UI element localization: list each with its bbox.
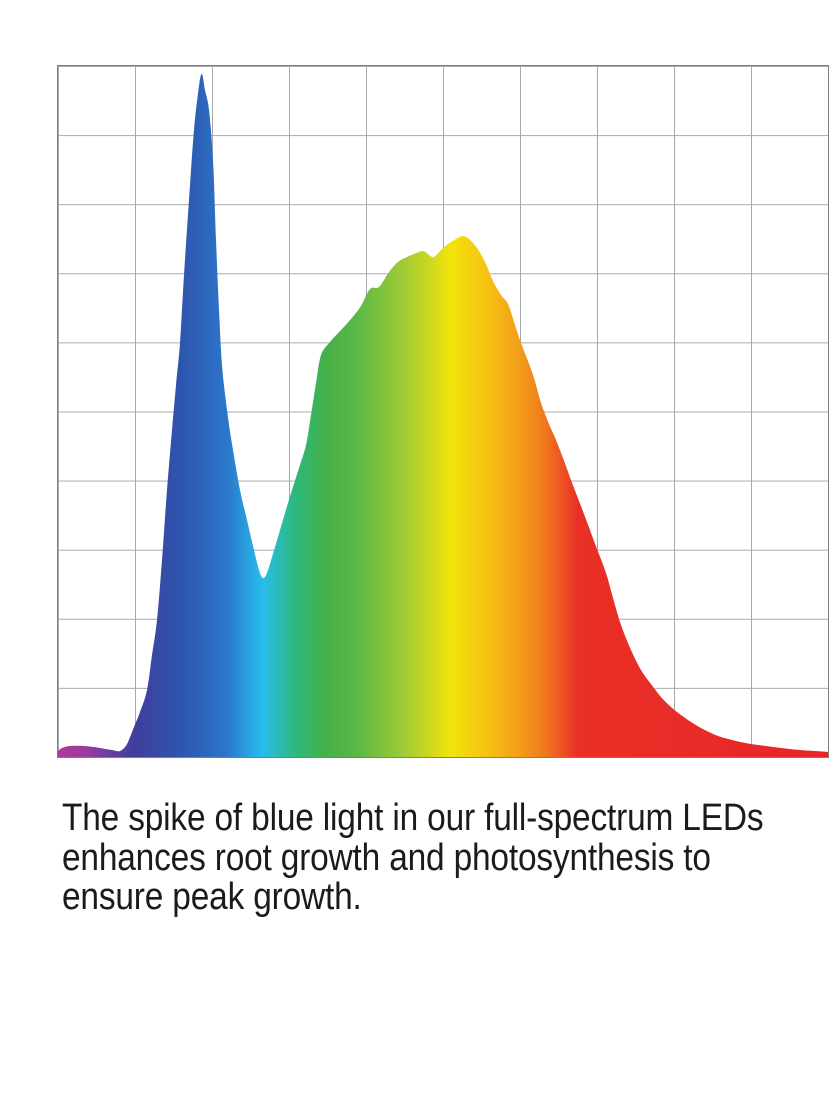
figure-caption: The spike of blue light in our full-spec… — [62, 797, 810, 918]
spectrum-curve — [58, 73, 828, 757]
spectrum-chart — [57, 65, 829, 758]
spectrum-area-plot — [58, 73, 828, 757]
caption-line-3: ensure peak growth. — [62, 876, 362, 918]
caption-line-1: The spike of blue light in our full-spec… — [62, 797, 764, 839]
caption-line-2: enhances root growth and photosynthesis … — [62, 836, 711, 879]
